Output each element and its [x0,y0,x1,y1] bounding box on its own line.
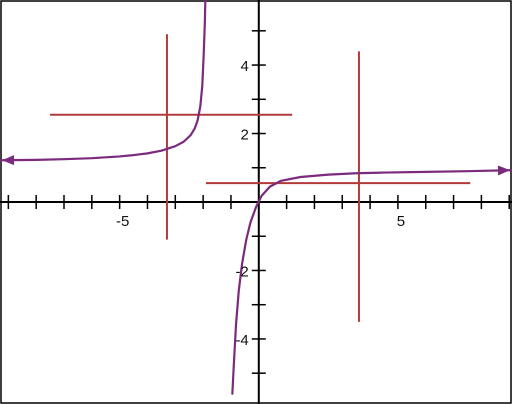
function-curve-2 [231,169,512,395]
curve-arrow-left [2,155,15,166]
curve-arrow-right [497,165,510,176]
function-curve-1 [0,0,207,162]
x-tick-label: -5 [116,213,129,230]
x-tick-label: 5 [397,213,405,230]
y-tick-label: -2 [235,263,248,280]
y-tick-label: 4 [240,58,248,75]
y-tick-label: -4 [235,332,248,349]
y-tick-label: 2 [240,127,248,144]
